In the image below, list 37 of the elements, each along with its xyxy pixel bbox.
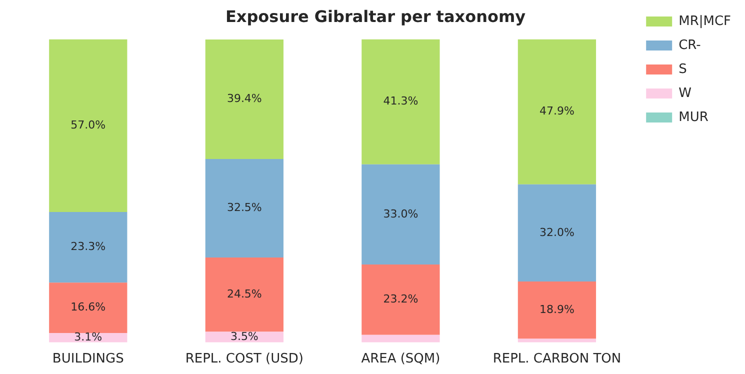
bar [205,158,284,258]
bar [205,40,284,159]
data-label: 24.5% [226,288,262,301]
data-label: 33.0% [383,207,418,220]
bar [362,334,440,342]
bar [518,281,596,339]
bar [362,164,440,264]
data-label: 23.2% [383,292,418,306]
bar [518,184,596,282]
bar [518,39,596,184]
legend-label: W [678,86,692,101]
data-label: 32.0% [539,226,574,239]
bar [49,212,128,283]
bar [205,258,284,332]
x-tick-label: BUILDINGS [52,352,124,367]
data-label: 41.3% [383,94,418,108]
x-tick-label: AREA (SQM) [361,352,440,367]
bar [49,39,128,212]
legend-label: S [678,62,687,77]
data-label: 3.1% [74,330,102,344]
legend-label: MUR [678,110,708,125]
data-label: 47.9% [539,104,574,118]
bar [362,264,440,335]
data-label: 23.3% [70,240,106,254]
data-label: 39.4% [226,92,262,106]
data-label: 57.0% [70,118,106,132]
bar [362,39,440,164]
chart-title: Exposure Gibraltar per taxonomy [225,6,526,26]
legend-label: CR- [678,38,702,53]
x-tick-label: REPL. CARBON TON [492,352,622,367]
bar [49,282,128,333]
legend-label: MR|MCF [678,14,732,29]
data-label: 3.5% [230,330,258,343]
data-label: 32.5% [226,201,262,214]
data-label: 18.9% [539,302,574,316]
x-tick-label: REPL. COST (USD) [185,352,304,367]
data-label: 16.6% [70,300,106,314]
